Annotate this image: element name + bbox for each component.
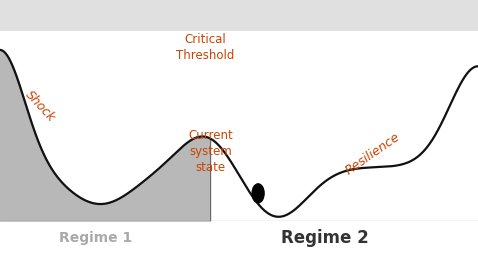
- Ellipse shape: [252, 184, 264, 203]
- Text: Regime 2: Regime 2: [281, 229, 369, 246]
- Text: Current
system
state: Current system state: [188, 129, 233, 174]
- Text: Shock: Shock: [23, 89, 58, 125]
- Text: Critical
Threshold: Critical Threshold: [176, 33, 235, 62]
- Text: Resilience: Resilience: [343, 131, 402, 178]
- Text: Regime 1: Regime 1: [59, 231, 132, 245]
